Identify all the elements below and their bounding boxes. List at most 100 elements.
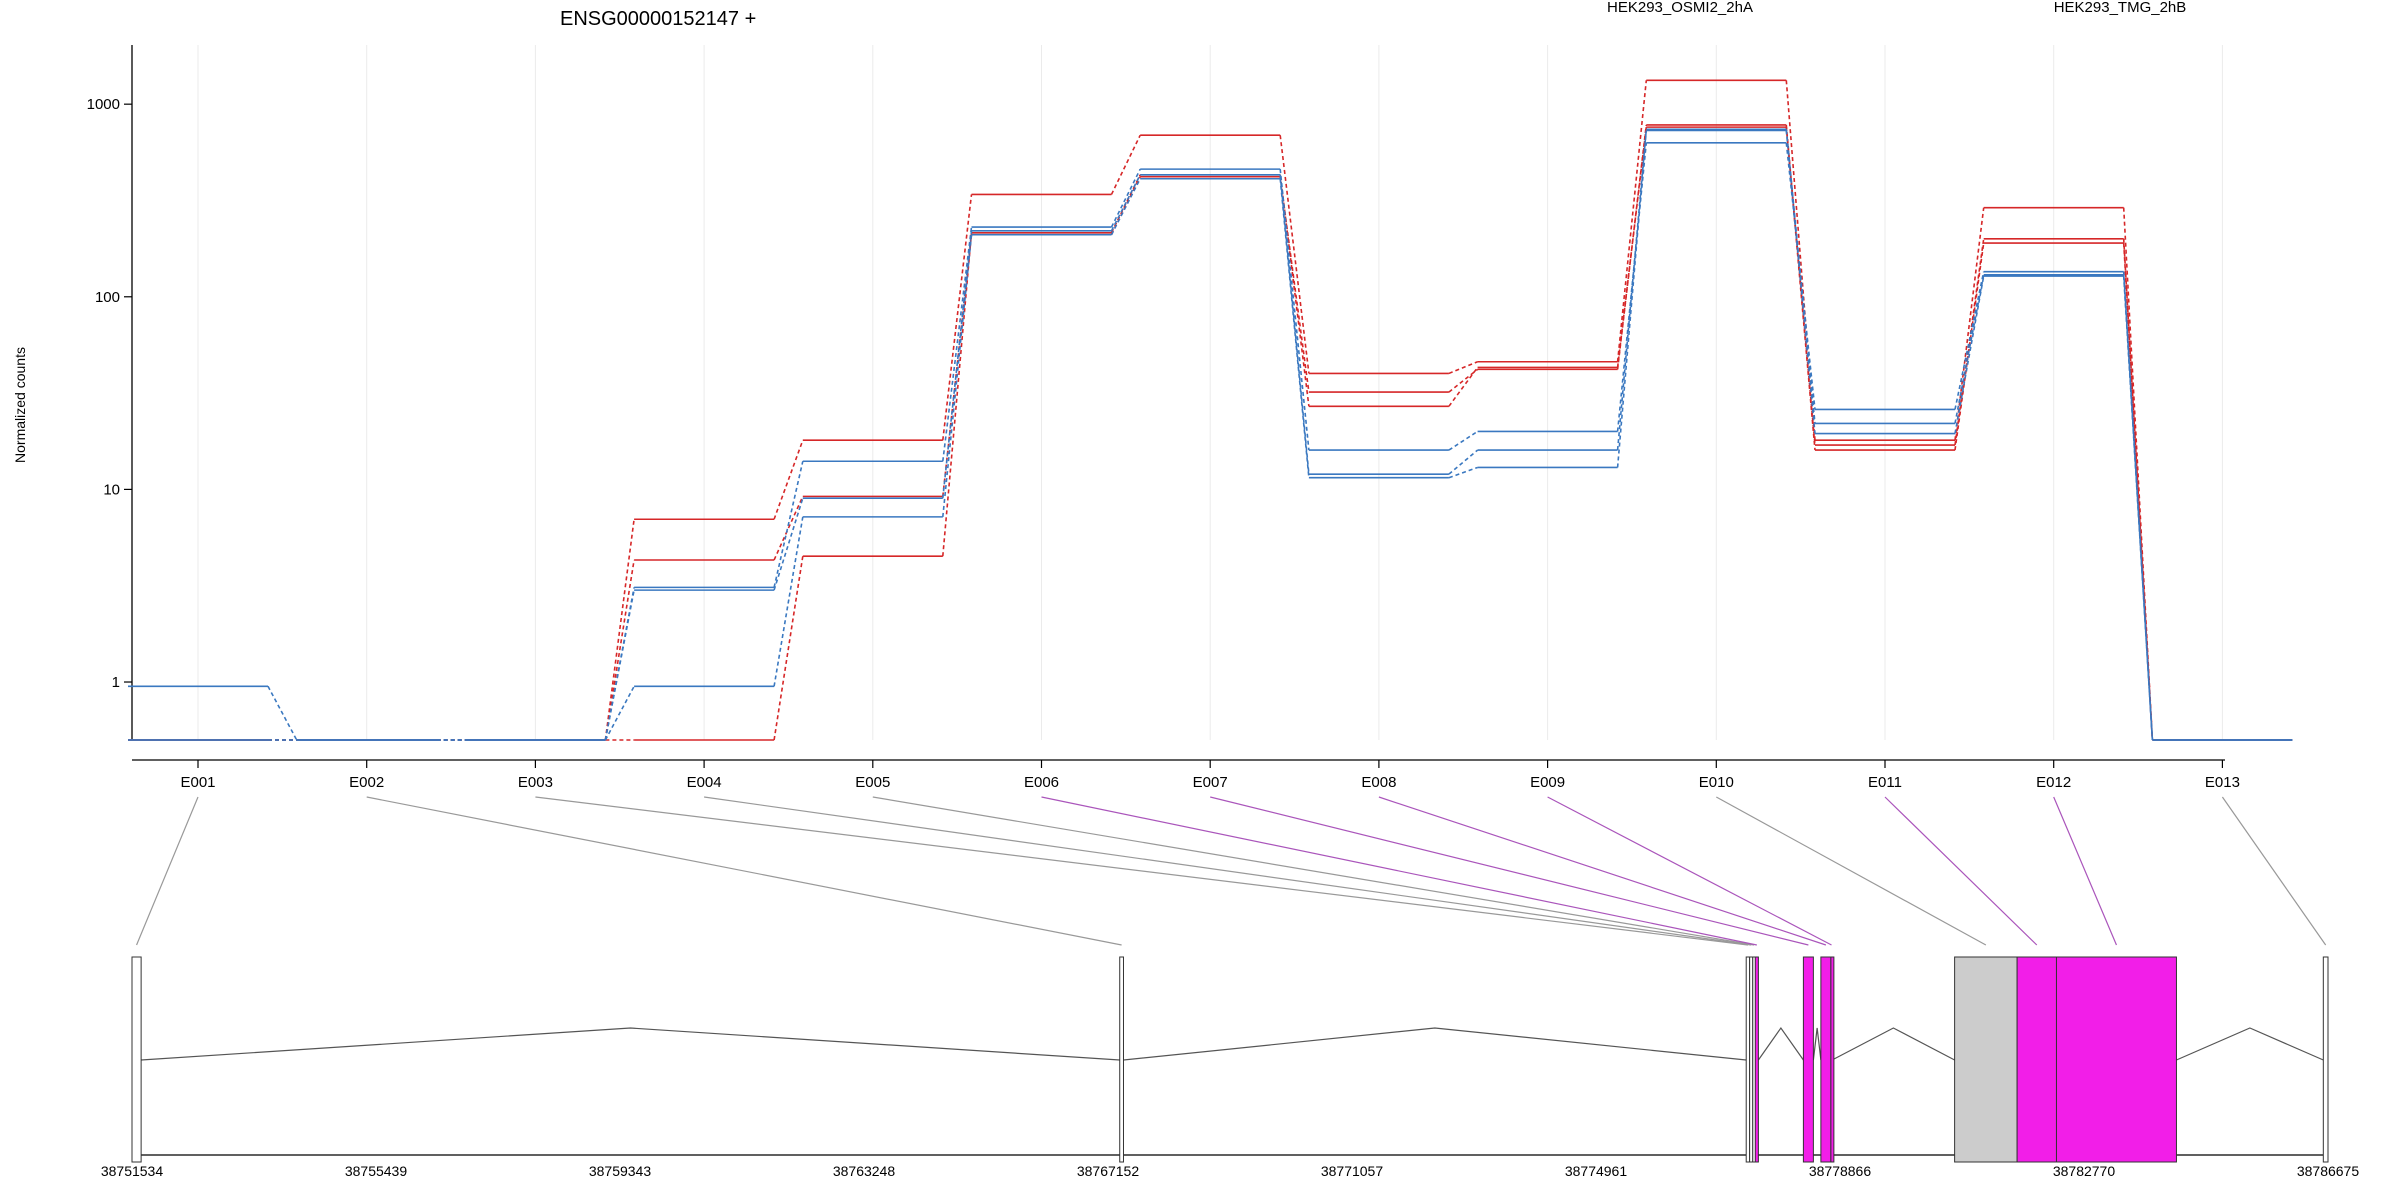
series-3-connector-10 [1954, 271, 1985, 410]
coordinate-tick-label-1: 38755439 [345, 1163, 408, 1179]
series-0-connector-7 [1448, 361, 1478, 375]
exon-box-E006 [1754, 956, 1759, 1163]
y-axis-label: Normalized counts [12, 347, 28, 463]
exon-link-lines [136, 796, 2327, 946]
coordinate-tick-label-2: 38759343 [589, 1163, 652, 1179]
series-0-connector-10 [1954, 207, 1985, 441]
exon-box-E012 [2055, 956, 2177, 1163]
series-4-connector-2 [604, 589, 635, 741]
series-2-connector-7 [1448, 366, 1479, 407]
series-5-connector-2 [604, 685, 635, 741]
series-1-connector-6 [1279, 176, 1310, 393]
series-4-connector-6 [1279, 174, 1310, 475]
gene-model [131, 956, 2329, 1163]
series-lines [128, 79, 2293, 741]
series-1-connector-3 [773, 496, 804, 561]
series-3-connector-5 [1110, 168, 1141, 228]
legend-label-tmg: HEK293_TMG_2hB [2054, 0, 2187, 16]
coordinate-tick-label-6: 38774961 [1565, 1163, 1628, 1179]
exon-box-E009 [1830, 956, 1835, 1163]
x-tick-label-E009: E009 [1530, 774, 1565, 791]
series-1-connector-2 [604, 559, 635, 741]
exon-box-E010 [1954, 956, 2018, 1163]
series-1-connector-9 [1785, 124, 1816, 446]
exon-link-E005 [872, 796, 1755, 946]
intron-E002-E003 [1123, 1027, 1747, 1061]
series-4-connector-3 [773, 497, 804, 591]
exon-box-E002 [1119, 956, 1124, 1163]
x-tick-label-E008: E008 [1361, 774, 1396, 791]
series-5-connector-3 [773, 516, 804, 687]
series-1-connector-7 [1448, 368, 1479, 393]
series-0-connector-4 [942, 194, 973, 441]
x-tick-label-E007: E007 [1193, 774, 1228, 791]
x-tick-label-E012: E012 [2036, 774, 2071, 791]
coordinate-ticks: 38751534 38755439 38759343 38763248 38767152… [101, 1163, 2360, 1179]
y-tick-label-3: 1000 [87, 96, 120, 113]
series-5-connector-5 [1110, 178, 1141, 236]
legend-label-osmi2: HEK293_OSMI2_2hA [1607, 0, 1753, 16]
series-4-connector-4 [942, 230, 973, 499]
y-tick-label-1: 10 [103, 481, 120, 498]
series-5-connector-4 [942, 234, 973, 517]
x-tick-label-E011: E011 [1868, 774, 1902, 791]
x-tick-label-E005: E005 [855, 774, 890, 791]
exon-link-E006 [1041, 796, 1757, 946]
x-tick-label-E004: E004 [687, 774, 722, 791]
series-5-connector-8 [1616, 130, 1648, 468]
coordinate-tick-label-0: 38751534 [101, 1163, 164, 1179]
exon-box-E003 [1745, 956, 1751, 1163]
exon-box-E008 [1820, 956, 1832, 1163]
series-0-connector-2 [604, 519, 635, 741]
series-4-connector-9 [1785, 129, 1816, 424]
series-2-connector-4 [942, 232, 973, 557]
exon-link-E004 [704, 796, 1752, 946]
chart-grid [197, 45, 2223, 740]
intron-E012-E013 [2176, 1027, 2324, 1061]
x-tick-label-E001: E001 [180, 774, 215, 791]
series-2-connector-6 [1279, 174, 1310, 407]
coordinate-tick-label-5: 38771057 [1321, 1163, 1384, 1179]
series-0-connector-6 [1279, 135, 1310, 374]
series-0-connector-8 [1616, 80, 1648, 362]
coordinate-tick-label-7: 38778866 [1809, 1163, 1872, 1179]
series-3-connector-3 [773, 461, 804, 588]
exon-link-E002 [366, 796, 1122, 946]
exon-link-E009 [1547, 796, 1832, 946]
coordinate-tick-label-4: 38767152 [1077, 1163, 1140, 1179]
exon-link-E001 [136, 796, 199, 946]
coordinate-tick-label-8: 38782770 [2053, 1163, 2116, 1179]
series-5-connector-11 [2122, 276, 2154, 741]
series-2-connector-3 [773, 556, 804, 741]
coordinate-tick-label-9: 38786675 [2297, 1163, 2360, 1179]
series-2-connector-9 [1785, 127, 1816, 451]
series-0-connector-9 [1785, 80, 1816, 441]
series-3-connector-0 [267, 685, 298, 741]
series-2-connector-8 [1616, 127, 1648, 368]
intron-E009-E010 [1831, 1027, 1955, 1061]
series-3-connector-6 [1279, 169, 1310, 451]
x-tick-label-E013: E013 [2205, 774, 2240, 791]
exon-link-E010 [1716, 796, 1987, 946]
x-tick-label-E003: E003 [518, 774, 553, 791]
intron-E006-E007 [1757, 1026, 1804, 1061]
y-ticks: 1 10 100 1000 [87, 96, 132, 691]
exon-box-E013 [2322, 956, 2329, 1163]
series-5-connector-10 [1954, 275, 1985, 434]
exon-box-E007 [1802, 956, 1814, 1163]
exon-link-E012 [2053, 796, 2118, 946]
intron-E001-E002 [141, 1027, 1120, 1061]
x-tick-label-E002: E002 [349, 774, 384, 791]
series-5-connector-9 [1785, 130, 1816, 434]
x-ticks: E001 E002 E003 E004 E005 E006 E007 E008 E009 E010… [180, 760, 2240, 791]
chart-title: ENSG00000152147 + [560, 8, 756, 30]
series-4-connector-5 [1110, 174, 1141, 232]
exon-link-E003 [535, 796, 1748, 946]
series-0-connector-5 [1110, 134, 1141, 195]
x-tick-label-E010: E010 [1699, 774, 1734, 791]
series-4-connector-7 [1448, 449, 1479, 475]
coordinate-tick-label-3: 38763248 [833, 1163, 896, 1179]
intron-E007-E008 [1812, 1027, 1822, 1061]
exon-link-E008 [1378, 796, 1827, 946]
